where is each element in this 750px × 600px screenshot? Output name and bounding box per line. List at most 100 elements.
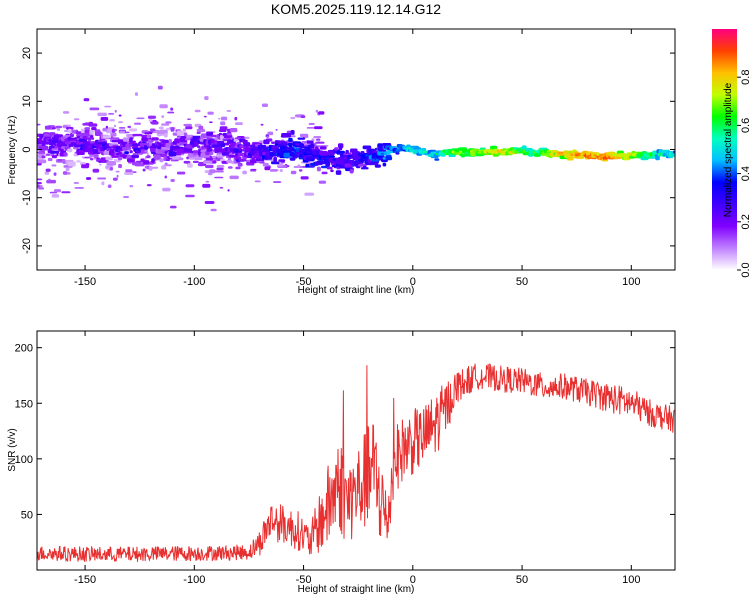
- spectrogram-cell: [49, 150, 59, 154]
- spectrogram-cell: [237, 162, 243, 167]
- spectrogram-cell: [159, 158, 164, 163]
- y-tick-label: 20: [21, 47, 33, 59]
- spectrogram-cell: [209, 121, 213, 124]
- spectrogram-cell: [151, 137, 159, 141]
- spectrogram-cell: [38, 187, 45, 190]
- colorbar-label: Normalized spectral amplitude: [723, 82, 734, 217]
- spectrogram-cell: [316, 166, 321, 172]
- spectrogram-cell: [339, 146, 343, 151]
- spectrogram-cell: [362, 145, 372, 150]
- spectrogram-cell: [290, 117, 296, 120]
- spectrogram-cell: [51, 154, 58, 159]
- spectrogram-cell: [191, 139, 198, 143]
- spectrogram-cell: [65, 167, 70, 171]
- spectrogram-cell: [184, 132, 188, 136]
- spectrogram-cell: [330, 169, 334, 173]
- colorbar-ticks: 0.0 0.2 0.4 0.6 0.8: [737, 70, 750, 278]
- spectrogram-cell: [279, 168, 283, 173]
- spectrogram-cell: [194, 156, 203, 161]
- spectrogram-cell: [242, 170, 247, 175]
- spectrogram-cell: [41, 155, 46, 159]
- spectrogram-cell: [211, 134, 217, 138]
- spectrogram-cell: [68, 161, 76, 167]
- spectrogram-cell: [346, 165, 353, 169]
- spectrogram-cell: [165, 127, 171, 131]
- spectrogram-cell: [299, 133, 309, 137]
- x-tick-label: 0: [410, 574, 416, 586]
- spectrogram-cell: [182, 128, 187, 131]
- spectrogram-cell: [161, 123, 170, 126]
- spectrogram-cell: [55, 125, 63, 129]
- spectrogram-cell: [204, 96, 209, 100]
- spectrogram-cell: [73, 182, 79, 184]
- snr-panel: -150 -100 -50 0 50 100 50 100 150 200 Height of …: [7, 330, 676, 595]
- spectrogram-cell: [235, 166, 241, 170]
- spectrogram-cell: [329, 155, 335, 158]
- spectrogram-cell: [275, 129, 278, 131]
- spectrogram-cell: [229, 128, 238, 133]
- spectrogram-cell: [97, 140, 108, 143]
- spectrogram-cell: [167, 111, 175, 114]
- spectrogram-cell: [270, 169, 279, 171]
- spectrogram-cell: [91, 127, 97, 131]
- spectrogram-cell: [175, 153, 182, 156]
- spectrogram-cell: [170, 179, 175, 182]
- spectrogram-cell: [88, 123, 98, 127]
- spectrogram-y-axis-label: Frequency (Hz): [7, 116, 18, 185]
- spectrogram-cell: [108, 113, 115, 115]
- x-tick-label: 0: [410, 276, 416, 288]
- spectrogram-cell: [281, 133, 291, 138]
- spectrogram-cell: [287, 143, 294, 146]
- spectrogram-cell: [153, 130, 161, 134]
- spectrogram-cell: [385, 156, 393, 161]
- spectrogram-cell: [216, 157, 221, 162]
- spectrogram-cell: [86, 177, 92, 180]
- spectrogram-cell: [102, 135, 112, 139]
- spectrogram-cell: [395, 151, 400, 155]
- spectrogram-cell: [206, 148, 213, 152]
- spectrogram-cell: [209, 169, 216, 174]
- spectrogram-cell: [126, 154, 131, 159]
- spectrogram-cell: [317, 139, 320, 142]
- spectrogram-cell: [216, 165, 225, 168]
- spectrogram-cell: [251, 156, 255, 161]
- spectrogram-cell: [45, 168, 51, 172]
- spectrogram-cell: [219, 126, 228, 130]
- spectrogram-cell: [131, 154, 139, 159]
- spectrogram-cell: [37, 159, 47, 164]
- spectrogram-cell: [158, 126, 164, 130]
- snr-x-ticks: -150 -100 -50 0 50 100: [74, 331, 640, 586]
- snr-y-axis-label: SNR (v/v): [7, 428, 18, 471]
- spectrogram-cell: [197, 145, 201, 149]
- spectrogram-cell: [434, 158, 440, 161]
- spectrogram-cell: [290, 130, 295, 135]
- y-tick-label: 200: [15, 343, 33, 355]
- spectrogram-cell: [134, 163, 145, 167]
- spectrogram-cell: [243, 136, 250, 140]
- x-tick-label: -150: [74, 574, 96, 586]
- spectrogram-cell: [261, 103, 268, 107]
- spectrogram-cell: [196, 131, 201, 134]
- spectrogram-cell: [220, 116, 228, 121]
- spectrogram-cell: [304, 192, 315, 196]
- spectrogram-cell: [118, 164, 122, 169]
- spectrogram-cell: [326, 166, 333, 170]
- spectrogram-cell: [210, 208, 217, 212]
- spectrogram-cell: [118, 127, 126, 129]
- spectrogram-cell: [161, 165, 167, 170]
- spectrogram-cell: [89, 129, 94, 135]
- colorbar: 0.0 0.2 0.4 0.6 0.8 Normalized spectral ampl…: [712, 29, 750, 278]
- spectrogram-cell: [47, 157, 53, 162]
- spectrogram-cell: [149, 128, 156, 132]
- spectrogram-cell: [106, 161, 117, 166]
- spectrogram-cell: [123, 196, 129, 198]
- spectrogram-cell: [114, 109, 117, 113]
- spectrogram-cell: [334, 147, 339, 151]
- spectrogram-cell: [71, 129, 77, 134]
- y-tick-label: 0: [21, 146, 33, 152]
- spectrogram-cell: [382, 162, 387, 167]
- spectrogram-cell: [136, 117, 145, 120]
- spectrogram-cell: [273, 158, 277, 163]
- spectrogram-cell: [118, 114, 122, 117]
- spectrogram-cell: [316, 160, 326, 165]
